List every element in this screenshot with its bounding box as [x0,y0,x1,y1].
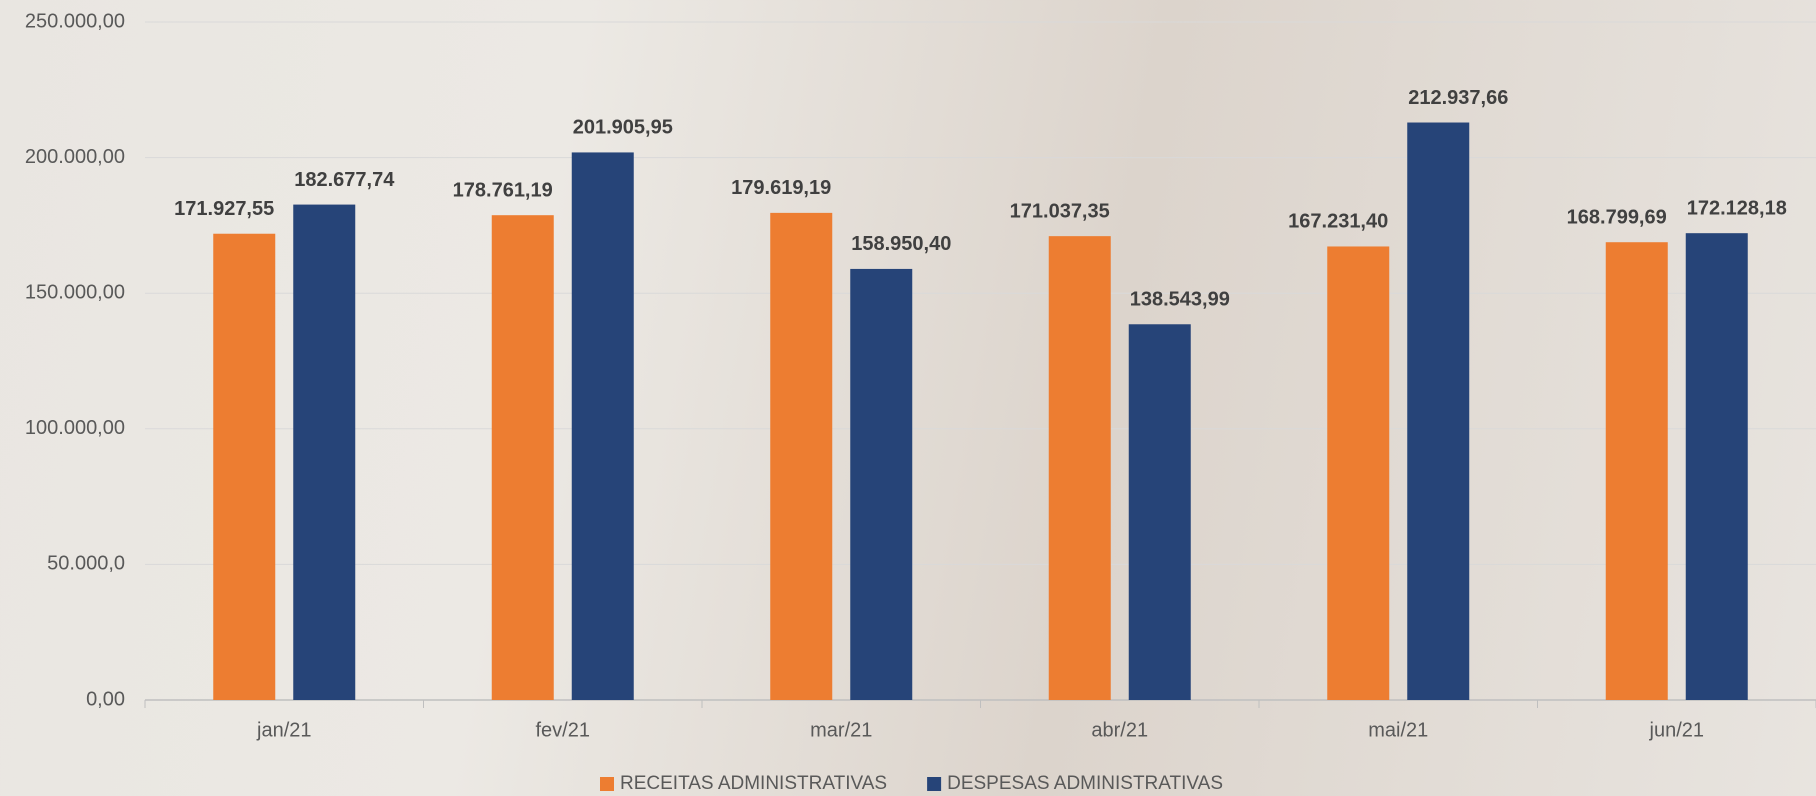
x-tick-label: jun/21 [1649,719,1705,741]
legend-swatch [600,777,614,791]
y-tick-label: 150.000,00 [25,281,125,303]
legend-label: RECEITAS ADMINISTRATIVAS [620,773,887,794]
data-label: 178.761,19 [453,179,553,201]
y-tick-label: 200.000,00 [25,146,125,168]
y-tick-label: 100.000,00 [25,417,125,439]
legend-swatch [927,777,942,791]
data-label: 138.543,99 [1130,289,1230,311]
bar [213,233,276,700]
y-tick-label: 250.000,00 [25,10,125,32]
data-label: 179.619,19 [731,177,831,199]
bar [1048,236,1111,700]
bar [293,204,356,700]
bar [1327,246,1390,700]
bar [1685,233,1748,701]
legend-label: DESPESAS ADMINISTRATIVAS [947,773,1223,794]
x-tick-label: abr/21 [1091,719,1148,741]
data-label: 212.937,66 [1408,87,1508,109]
data-label: 171.927,55 [174,198,274,220]
data-label: 158.950,40 [851,233,951,255]
data-label: 171.037,35 [1010,200,1110,222]
bar [1128,324,1191,700]
bar [850,268,913,700]
data-label: 167.231,40 [1288,211,1388,233]
bar [571,152,634,701]
x-tick-label: fev/21 [536,719,590,741]
x-tick-label: mar/21 [810,719,872,741]
bar [491,215,554,700]
y-tick-label: 50.000,0 [47,553,125,575]
bar [1605,242,1668,700]
data-label: 182.677,74 [294,169,395,191]
y-tick-label: 0,00 [86,688,125,710]
data-label: 172.128,18 [1687,197,1787,219]
data-label: 201.905,95 [573,117,673,139]
x-tick-label: mai/21 [1368,719,1428,741]
bar [1407,122,1470,701]
bar [770,212,833,701]
data-label: 168.799,69 [1567,206,1667,228]
x-tick-label: jan/21 [256,719,312,741]
